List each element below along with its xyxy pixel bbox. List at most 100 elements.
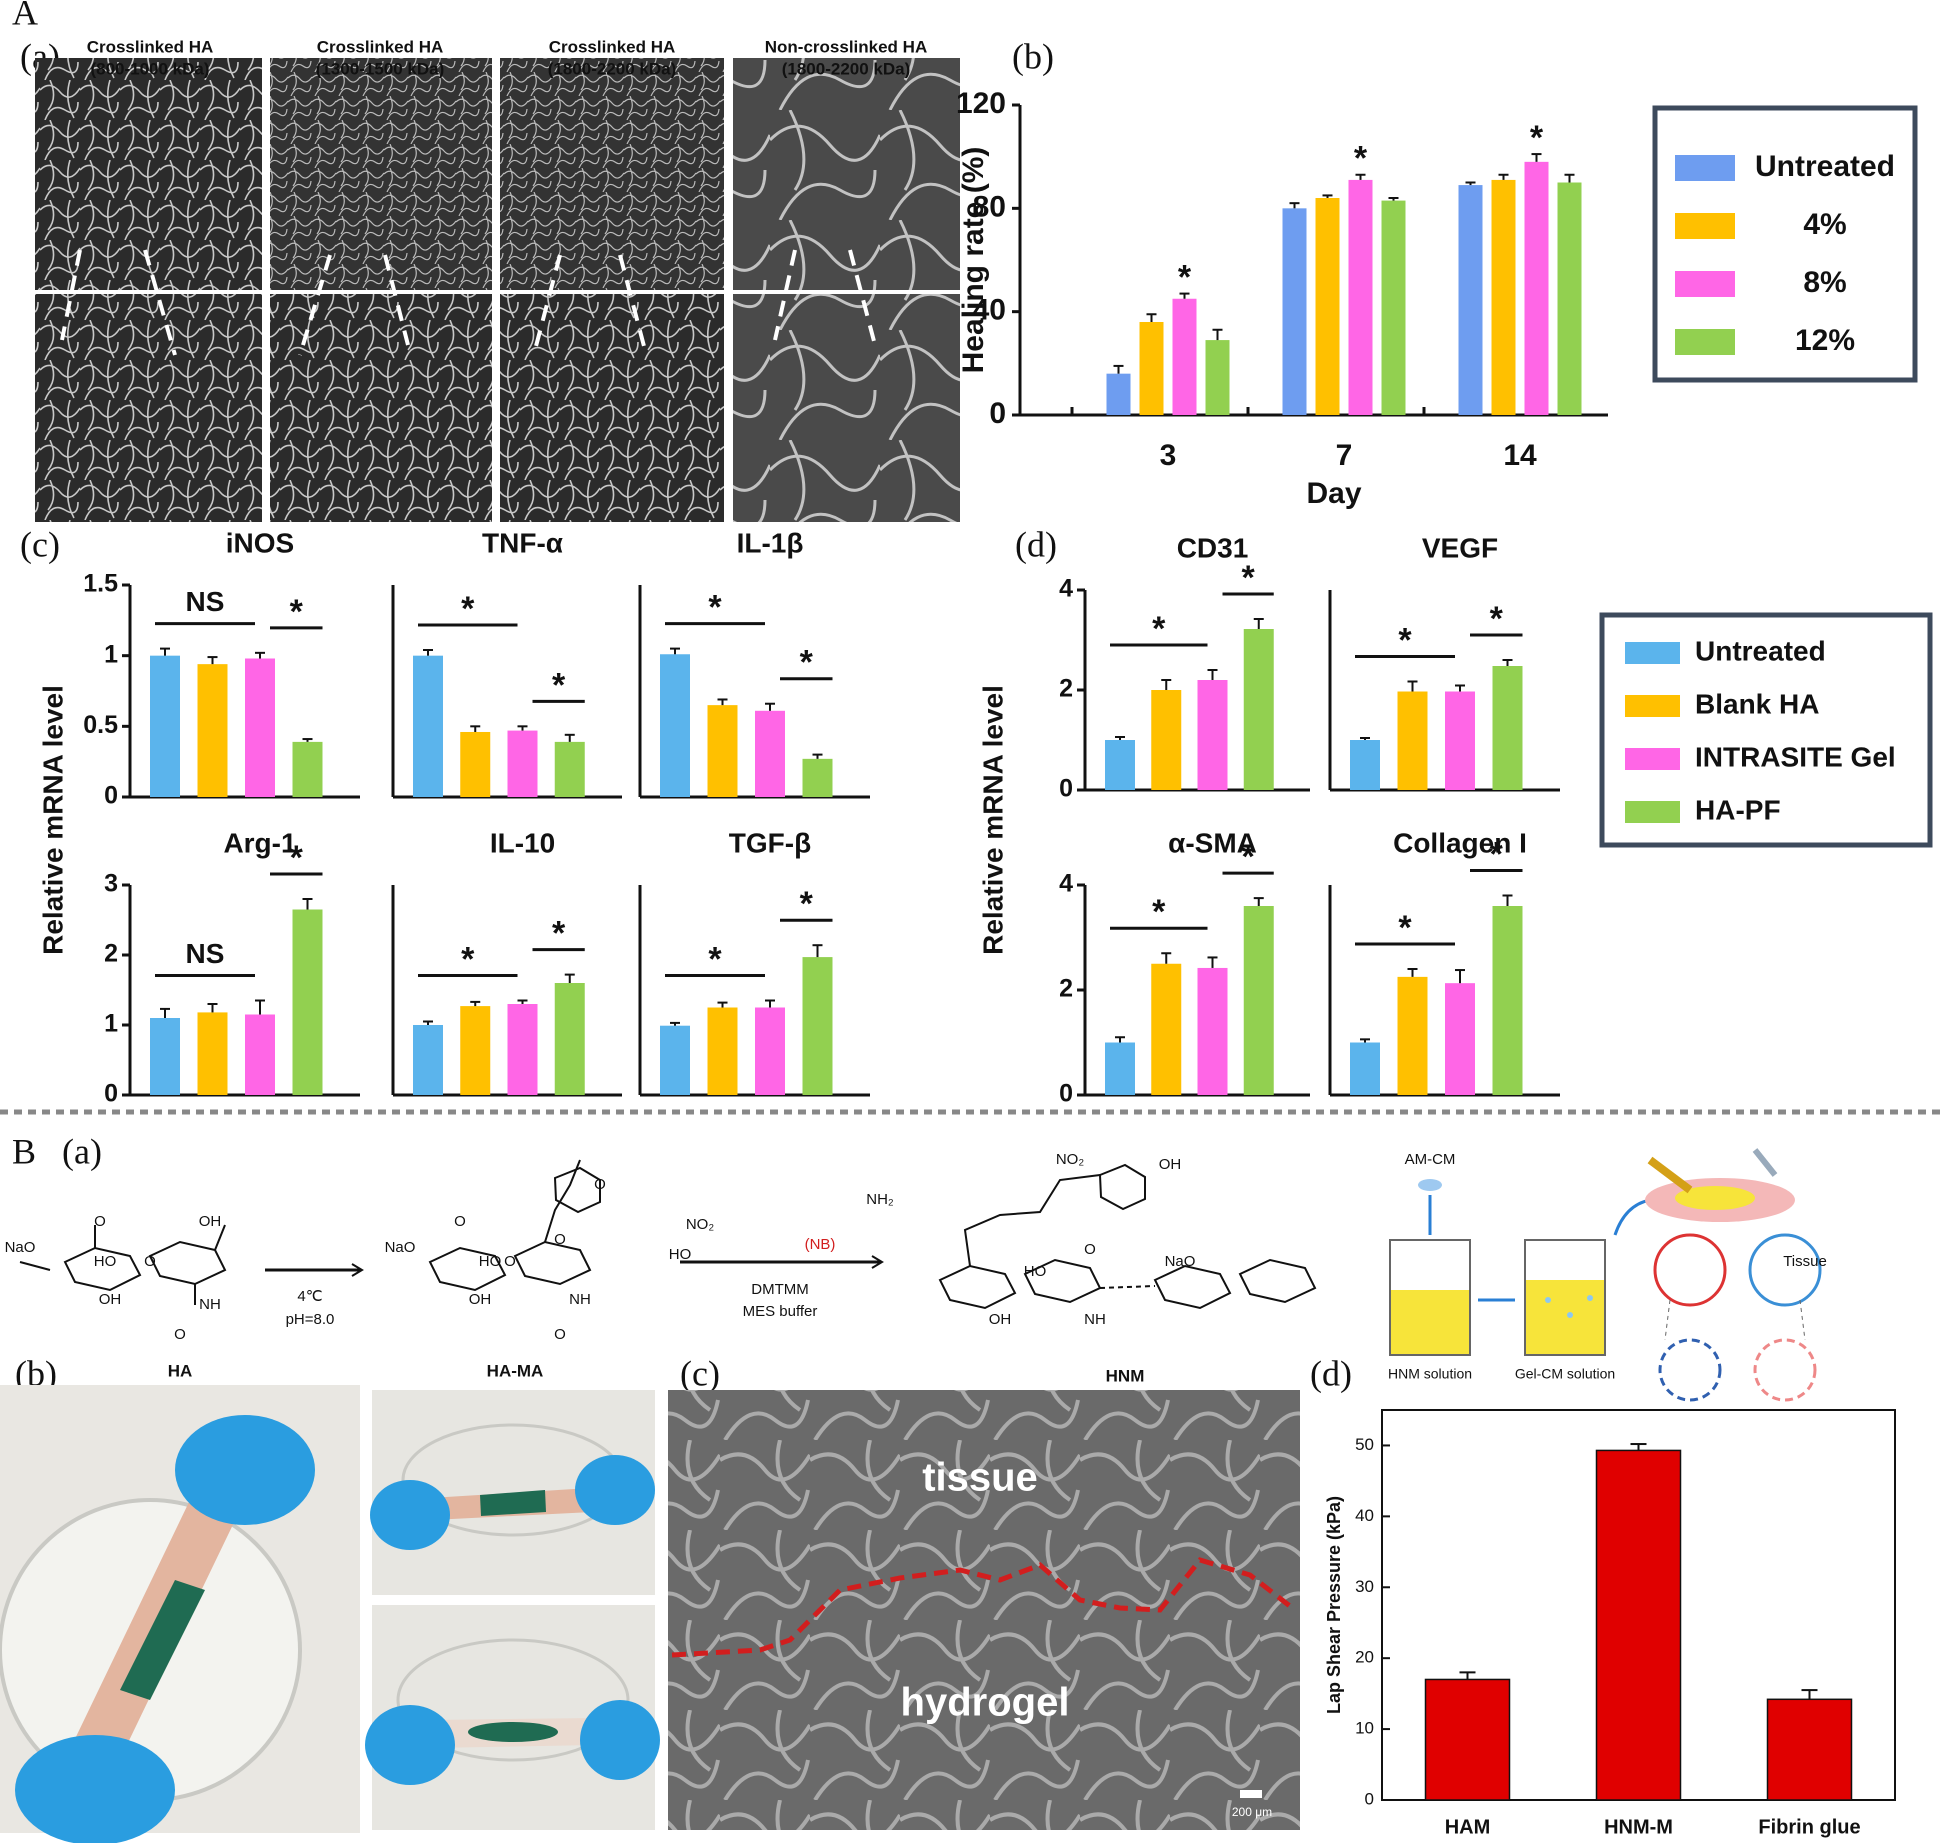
sem-image xyxy=(733,58,960,290)
y-axis-label: Relative mRNA level xyxy=(37,685,68,955)
y-tick-label: 0 xyxy=(104,782,118,810)
error-bar xyxy=(207,1003,218,1013)
bar xyxy=(1105,1042,1135,1095)
chem-label: NH xyxy=(199,1296,221,1313)
bar xyxy=(1350,1042,1380,1095)
legend-swatch xyxy=(1675,329,1735,355)
interface-line xyxy=(671,1557,1297,1658)
legend-label: Untreated xyxy=(1755,150,1895,183)
error-bar xyxy=(160,1007,170,1018)
bar xyxy=(1381,200,1406,415)
sem-header: (800-1000 kDa) xyxy=(90,59,209,78)
significance-label: * xyxy=(1152,893,1166,931)
significance-label: * xyxy=(290,839,304,877)
error-bar xyxy=(1322,194,1333,198)
y-tick-label: 4 xyxy=(1059,575,1073,603)
error-bar xyxy=(564,973,575,983)
legend-label: 8% xyxy=(1803,266,1846,299)
sem-image xyxy=(270,294,492,522)
error-bar xyxy=(1115,736,1125,740)
error-bar xyxy=(670,647,680,655)
chem-label: pH=8.0 xyxy=(286,1311,335,1328)
bar xyxy=(802,957,833,1095)
bar xyxy=(1151,690,1182,790)
significance-label: NS xyxy=(186,938,225,969)
y-tick-label: 30 xyxy=(1355,1577,1374,1596)
error-bar xyxy=(1407,680,1418,692)
sem-label: hydrogel xyxy=(901,1681,1070,1725)
legend-swatch xyxy=(1675,213,1735,239)
chem-label: NO₂ xyxy=(686,1216,715,1233)
error-bar xyxy=(1502,659,1513,666)
x-tick-label: HNM-M xyxy=(1604,1816,1673,1838)
y-tick-label: 1 xyxy=(104,640,118,668)
significance-label: * xyxy=(1152,610,1166,648)
x-tick-label: HAM xyxy=(1445,1816,1491,1838)
error-bar xyxy=(1407,968,1418,977)
bar xyxy=(660,654,690,797)
chem-label: O xyxy=(554,1326,566,1343)
error-bar xyxy=(517,725,528,731)
significance-label: * xyxy=(800,644,814,682)
error-bar xyxy=(1207,956,1218,968)
legend-box xyxy=(1599,612,1933,848)
sem-header: Non-crosslinked HA xyxy=(765,37,927,56)
bar xyxy=(1105,740,1135,790)
bar xyxy=(1424,1678,1511,1801)
error-bar xyxy=(1212,328,1223,341)
significance-label: * xyxy=(290,593,304,631)
bar xyxy=(1397,691,1428,790)
chem-label: NaO xyxy=(5,1239,36,1256)
chem-label: O xyxy=(174,1326,186,1343)
significance-label: * xyxy=(552,666,566,704)
error-bar xyxy=(255,999,265,1015)
y-tick-label: 20 xyxy=(1355,1648,1374,1667)
schematic-label: Gel-CM solution xyxy=(1515,1366,1615,1382)
chem-label: DMTMM xyxy=(751,1281,808,1298)
bar xyxy=(755,1007,785,1095)
error-bar xyxy=(1630,1443,1647,1451)
bar xyxy=(1445,983,1475,1095)
sem-header: Crosslinked HA xyxy=(317,37,444,56)
y-tick-label: 0 xyxy=(1365,1789,1374,1808)
error-bar xyxy=(1360,737,1370,740)
y-tick-label: 4 xyxy=(1059,870,1073,898)
panel-label: (b) xyxy=(1012,36,1054,76)
bar xyxy=(292,909,323,1095)
chart-title: iNOS xyxy=(226,527,294,558)
schematic-label: Tissue xyxy=(1783,1253,1827,1270)
legend-swatch xyxy=(1675,155,1735,181)
error-bar xyxy=(1564,173,1575,183)
bar xyxy=(1397,976,1428,1095)
significance-label: * xyxy=(461,940,475,978)
chem-label: O xyxy=(554,1231,566,1248)
significance-label: * xyxy=(1398,621,1412,659)
bar xyxy=(1205,340,1230,415)
bar xyxy=(755,710,785,797)
y-tick-label: 2 xyxy=(1059,975,1073,1003)
error-bar xyxy=(1355,173,1366,180)
y-tick-label: 50 xyxy=(1355,1435,1374,1454)
panel-label: (a) xyxy=(62,1131,102,1171)
chem-label: NaO xyxy=(385,1239,416,1256)
bar xyxy=(1524,161,1549,415)
error-bar xyxy=(564,733,575,742)
sem-header: Crosslinked HA xyxy=(549,37,676,56)
significance-label: * xyxy=(708,589,722,627)
legend-swatch xyxy=(1625,695,1680,717)
annotation: * xyxy=(1354,140,1368,178)
y-tick-label: 120 xyxy=(956,87,1006,120)
error-bar xyxy=(670,1021,680,1026)
chem-label: HO xyxy=(94,1253,117,1270)
bar xyxy=(150,1018,180,1095)
schematic-label: HNM solution xyxy=(1388,1366,1472,1382)
legend-label: 4% xyxy=(1803,208,1846,241)
error-bar xyxy=(1253,618,1264,629)
significance-label: * xyxy=(461,590,475,628)
photo-title: HA xyxy=(168,1361,193,1380)
significance-label: * xyxy=(1242,559,1256,597)
chem-label: MES buffer xyxy=(743,1303,818,1320)
bar xyxy=(802,758,833,797)
schematic xyxy=(1389,1148,1822,1402)
error-bar xyxy=(423,1020,433,1025)
